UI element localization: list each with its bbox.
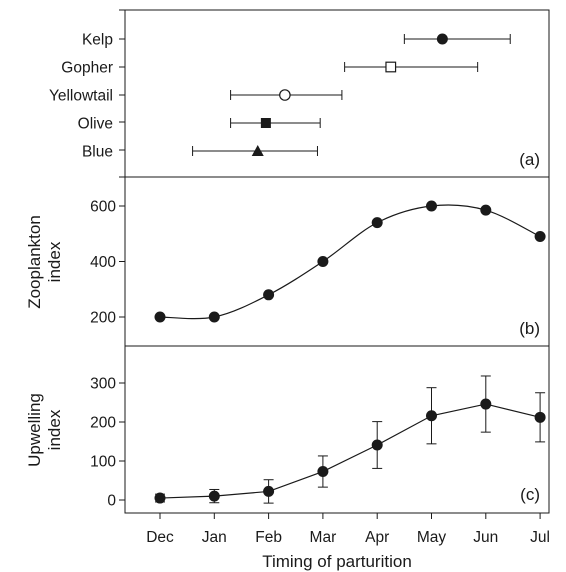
marker-blue — [251, 145, 264, 156]
upwelling-point-mar — [317, 466, 329, 478]
y-tick-label: 100 — [90, 454, 116, 471]
upwelling-point-jul — [534, 411, 546, 423]
panel-a-frame — [124, 9, 550, 178]
upwelling-series-line — [159, 403, 541, 499]
y-tick-label: 200 — [90, 310, 116, 327]
panel-a-dot-plot: Kelp Gopher Yellowtail Olive Blue — [49, 9, 511, 178]
upwelling-point-jun — [480, 398, 492, 410]
zooplankton-point-may — [426, 200, 437, 212]
marker-yellowtail — [279, 89, 291, 101]
x-tick-label-dec: Dec — [146, 529, 174, 546]
y-tick-label: 0 — [107, 493, 116, 510]
zooplankton-point-jan — [208, 311, 220, 323]
zooplankton-point-jun — [480, 204, 492, 216]
species-label-kelp: Kelp — [82, 32, 113, 49]
panel-b-label: (b) — [519, 319, 540, 338]
y-tick-label: 300 — [90, 376, 116, 393]
x-axis: Dec Jan Feb Mar Apr May Jun Jul — [146, 513, 550, 546]
panel-c-upwelling-plot: 0 100 200 300 — [90, 375, 546, 510]
zooplankton-point-feb — [263, 289, 275, 301]
x-tick-label-may: May — [417, 529, 447, 546]
x-tick-label-mar: Mar — [310, 529, 337, 546]
marker-olive — [260, 118, 271, 128]
zooplankton-series-line — [159, 204, 541, 320]
panel-a-label: (a) — [519, 150, 540, 169]
x-tick-label-apr: Apr — [365, 529, 389, 546]
upwelling-point-feb — [263, 485, 275, 497]
species-label-gopher: Gopher — [61, 60, 113, 77]
upwelling-point-apr — [371, 439, 383, 451]
marker-kelp — [436, 33, 448, 45]
y-axis-title-zooplankton: Zooplanktonindex — [25, 215, 64, 309]
y-tick-label: 600 — [90, 199, 116, 216]
zooplankton-point-jul — [534, 231, 546, 243]
upwelling-point-may — [426, 410, 437, 422]
y-tick-label: 200 — [90, 415, 116, 432]
x-tick-label-jun: Jun — [473, 529, 498, 546]
panel-c-label: (c) — [520, 485, 540, 504]
panel-b-frame — [124, 176, 550, 347]
panel-b-zooplankton-plot: 200 400 600 — [90, 199, 546, 327]
x-tick-label-jan: Jan — [202, 529, 227, 546]
x-axis-title: Timing of parturition — [262, 552, 412, 571]
marker-gopher — [385, 61, 397, 73]
y-axis-title-upwelling: Upwellingindex — [25, 393, 64, 467]
species-label-blue: Blue — [82, 144, 113, 161]
upwelling-point-jan — [208, 490, 220, 502]
y-tick-label: 400 — [90, 254, 116, 271]
species-label-olive: Olive — [78, 116, 113, 133]
zooplankton-point-mar — [317, 256, 329, 267]
zooplankton-point-dec — [154, 311, 166, 323]
x-tick-label-feb: Feb — [255, 529, 282, 546]
upwelling-point-dec — [154, 492, 166, 504]
x-tick-label-jul: Jul — [530, 529, 550, 546]
species-label-yellowtail: Yellowtail — [49, 88, 113, 105]
zooplankton-point-apr — [371, 217, 383, 229]
panel-c-frame — [124, 345, 550, 514]
